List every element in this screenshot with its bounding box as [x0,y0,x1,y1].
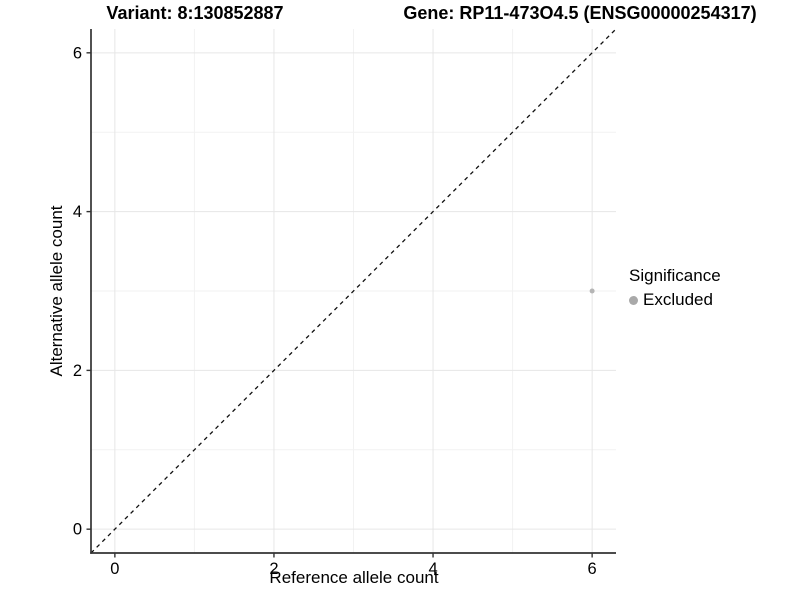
legend-item-label: Excluded [643,290,713,309]
variant-title: Variant: 8:130852887 [106,3,284,23]
y-axis-title: Alternative allele count [47,205,66,377]
x-axis-title: Reference allele count [269,568,439,587]
legend-title: Significance [629,266,721,285]
x-tick-label: 4 [428,560,437,578]
y-tick-label: 6 [73,44,82,62]
y-tick-label: 4 [73,203,82,221]
x-tick-label: 2 [269,560,278,578]
legend: Significance Excluded [629,266,721,310]
y-tick-label: 2 [73,362,82,380]
identity-line [90,28,617,554]
data-point [589,288,595,294]
y-tick-label: 0 [73,521,82,539]
legend-item-excluded: Excluded [629,290,721,310]
legend-dot-icon [629,295,638,305]
gene-title: Gene: RP11-473O4.5 (ENSG00000254317) [403,3,757,23]
x-tick-label: 6 [588,560,597,578]
x-tick-label: 0 [110,560,119,578]
